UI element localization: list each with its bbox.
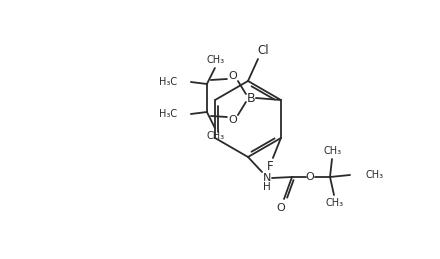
Text: H: H <box>263 182 271 192</box>
Text: CH₃: CH₃ <box>207 131 225 141</box>
Text: H₃C: H₃C <box>159 109 177 119</box>
Text: CH₃: CH₃ <box>207 55 225 65</box>
Text: CH₃: CH₃ <box>324 146 342 156</box>
Text: O: O <box>228 71 237 81</box>
Text: O: O <box>277 203 286 213</box>
Text: CH₃: CH₃ <box>326 198 344 208</box>
Text: F: F <box>267 160 273 172</box>
Text: O: O <box>228 115 237 125</box>
Text: H₃C: H₃C <box>159 77 177 87</box>
Text: B: B <box>246 91 255 104</box>
Text: CH₃: CH₃ <box>366 170 384 180</box>
Text: O: O <box>306 172 314 182</box>
Text: N: N <box>263 173 271 183</box>
Text: Cl: Cl <box>257 44 269 56</box>
